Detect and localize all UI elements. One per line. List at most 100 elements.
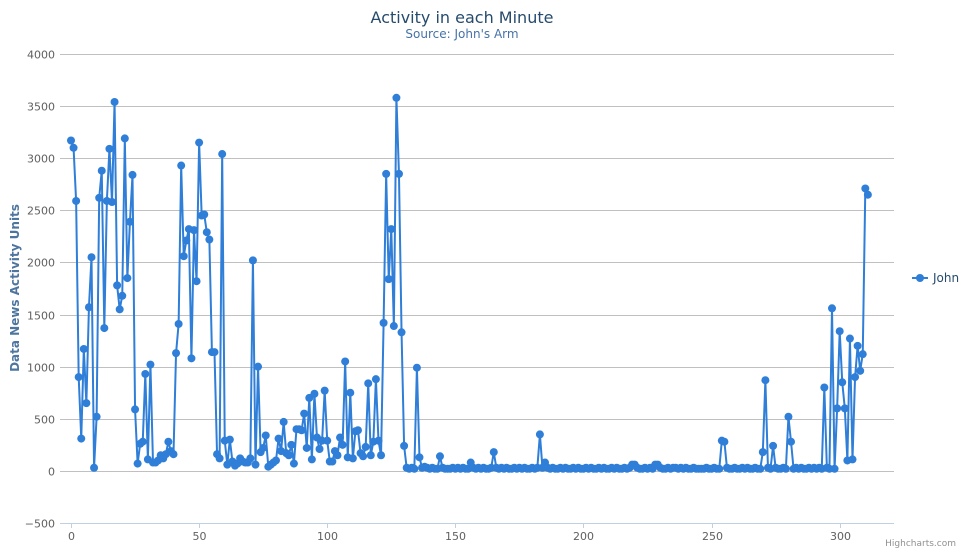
data-point[interactable] [302,443,311,452]
data-point[interactable] [146,360,155,369]
data-point[interactable] [72,196,81,205]
data-point[interactable] [251,460,260,469]
data-point[interactable] [861,184,870,193]
data-point[interactable] [387,225,396,234]
data-point[interactable] [131,405,140,414]
data-point[interactable] [769,441,778,450]
legend-item-john[interactable]: John [932,271,959,285]
data-point[interactable] [838,378,847,387]
data-point[interactable] [415,453,424,462]
data-point[interactable] [110,97,119,106]
data-point[interactable] [820,383,829,392]
data-point[interactable] [182,236,191,245]
data-point[interactable] [756,464,765,473]
data-point[interactable] [828,304,836,313]
data-point[interactable] [382,169,391,178]
data-point[interactable] [348,454,357,463]
data-point[interactable] [84,303,93,312]
data-point[interactable] [310,389,319,398]
data-point[interactable] [254,362,263,371]
data-point[interactable] [87,253,96,262]
data-point[interactable] [840,404,849,413]
data-point[interactable] [787,437,796,446]
data-point[interactable] [758,448,767,457]
data-point[interactable] [271,456,280,465]
data-point[interactable] [205,235,214,244]
data-point[interactable] [307,455,316,464]
data-point[interactable] [105,144,114,153]
data-point[interactable] [323,436,332,445]
data-point[interactable] [95,193,104,202]
data-point[interactable] [346,388,355,397]
data-point[interactable] [435,452,444,461]
data-point[interactable] [761,376,770,385]
data-point[interactable] [853,341,862,350]
data-point[interactable] [781,464,790,473]
data-point[interactable] [74,373,83,382]
data-point[interactable] [353,426,362,435]
data-point[interactable] [248,256,257,265]
data-point[interactable] [364,379,373,388]
data-point[interactable] [410,464,419,473]
data-point[interactable] [225,435,234,444]
data-point[interactable] [259,443,268,452]
data-point[interactable] [315,445,324,453]
data-point[interactable] [489,448,498,457]
data-point[interactable] [338,440,347,449]
data-point[interactable] [82,399,91,408]
data-point[interactable] [67,136,75,145]
data-point[interactable] [833,404,842,413]
data-point[interactable] [113,281,122,290]
data-point[interactable] [279,417,288,426]
data-point[interactable] [377,451,386,460]
data-point[interactable] [192,277,201,286]
data-point[interactable] [195,138,204,147]
data-point[interactable] [90,463,99,472]
data-point[interactable] [856,366,865,375]
data-point[interactable] [845,334,854,343]
data-point[interactable] [320,386,329,395]
data-point[interactable] [300,409,309,418]
data-point[interactable] [389,322,398,331]
data-point[interactable] [830,464,839,473]
data-point[interactable] [210,348,219,357]
data-point[interactable] [784,412,793,421]
data-point[interactable] [189,226,198,235]
data-point[interactable] [851,373,860,382]
data-point[interactable] [412,363,421,372]
data-point[interactable] [374,436,383,445]
data-point[interactable] [328,457,337,466]
data-point[interactable] [715,464,724,473]
data-point[interactable] [835,327,844,336]
data-point[interactable] [333,451,342,460]
data-point[interactable] [69,143,78,152]
data-point[interactable] [384,275,393,284]
data-point[interactable] [100,324,109,333]
data-point[interactable] [169,450,178,459]
data-point[interactable] [397,328,406,337]
data-point[interactable] [392,93,401,102]
data-point[interactable] [125,217,134,226]
data-point[interactable] [174,319,183,328]
data-point[interactable] [128,170,137,179]
data-point[interactable] [366,451,375,460]
credits-link[interactable]: Highcharts.com [885,539,956,549]
data-point[interactable] [77,434,86,443]
data-point[interactable] [179,252,188,261]
data-point[interactable] [287,440,296,449]
data-point[interactable] [394,169,403,178]
data-point[interactable] [400,441,409,450]
data-point[interactable] [202,228,211,237]
data-point[interactable] [200,210,209,219]
data-point[interactable] [371,375,380,384]
data-point[interactable] [120,134,129,143]
data-point[interactable] [359,452,368,461]
data-point[interactable] [848,455,857,464]
data-point[interactable] [218,150,227,159]
data-point[interactable] [187,354,196,363]
data-point[interactable] [141,369,150,378]
data-point[interactable] [341,357,350,366]
data-point[interactable] [720,437,729,446]
data-point[interactable] [274,434,283,443]
data-point[interactable] [246,454,255,463]
